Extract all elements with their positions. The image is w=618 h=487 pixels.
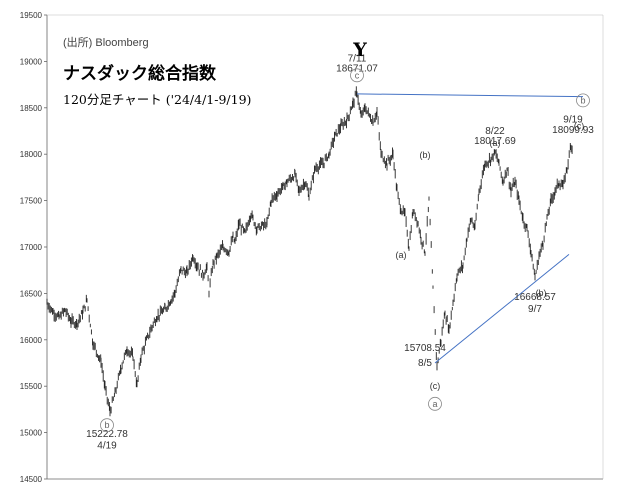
y-tick-label: 17500 [20, 197, 43, 206]
y-tick-label: 14500 [20, 475, 43, 484]
y-axis: 14500 15000 15500 16000 16500 17000 17500 18000… [20, 11, 48, 484]
y-tick-label: 17000 [20, 243, 43, 252]
y-tick-label: 15000 [20, 429, 43, 438]
circled-wave-label: b [104, 420, 109, 430]
y-tick-label: 18500 [20, 104, 43, 113]
circled-wave-label: c [355, 70, 360, 80]
y-tick-label: 16000 [20, 336, 43, 345]
annotation-layer: 7/1118671.078/2218017.699/1918099.931570… [86, 53, 594, 451]
source-label: (出所) Bloomberg [63, 35, 149, 49]
wave-label: (a) [396, 250, 407, 260]
wave-degree-label: Y [352, 39, 367, 61]
wave-label: (b) [420, 150, 431, 160]
circled-wave-label: a [432, 399, 437, 409]
y-tick-label: 19000 [20, 57, 43, 66]
price-annotation: 15708.54 [404, 343, 446, 354]
wave-label: (c) [430, 381, 441, 391]
price-annotation: 7/11 [348, 53, 367, 64]
wave-label: (c) [574, 121, 585, 131]
wave-circle [428, 396, 442, 411]
chart-title: ナスダック総合指数 [63, 63, 217, 84]
wave-label: (b) [536, 288, 547, 298]
chart-subtitle: 120分足チャート ('24/4/1-9/19) [63, 92, 251, 107]
price-annotation: 18017.69 [474, 136, 516, 147]
wave-label: (a) [490, 138, 501, 148]
wave-circle [350, 68, 364, 83]
trendline [434, 254, 570, 364]
circled-wave-label: b [580, 95, 585, 105]
y-tick-label: 18000 [20, 150, 43, 159]
y-tick-label: 15500 [20, 382, 43, 391]
price-annotation: 9/7 [528, 304, 542, 315]
trendlines [356, 93, 584, 364]
wave-circle [576, 93, 590, 108]
price-annotation: 9/19 [563, 115, 583, 126]
wave-circle [100, 418, 114, 433]
y-tick-label: 19500 [20, 11, 43, 20]
price-annotation: 8/5 [418, 358, 432, 369]
y-tick-label: 16500 [20, 289, 43, 298]
price-annotation: 4/19 [97, 440, 117, 451]
price-annotation: 18099.93 [552, 125, 594, 136]
price-annotation: 15222.78 [86, 429, 128, 440]
trendline [356, 93, 584, 98]
price-annotation: 16668.57 [514, 292, 556, 303]
price-series [46, 86, 573, 417]
price-annotation: 8/22 [485, 126, 505, 137]
